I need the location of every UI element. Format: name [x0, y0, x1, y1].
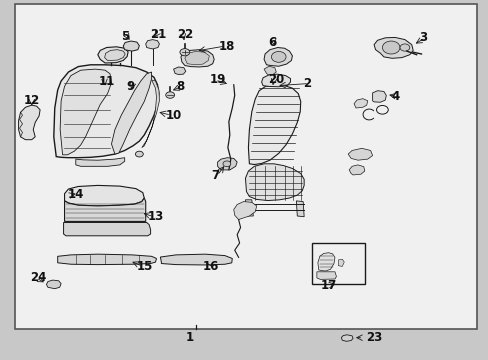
Polygon shape [76, 158, 124, 166]
Text: 14: 14 [67, 188, 83, 201]
Text: 8: 8 [176, 80, 184, 93]
Circle shape [180, 49, 189, 56]
Text: 9: 9 [126, 80, 134, 93]
Circle shape [165, 92, 174, 98]
Polygon shape [19, 105, 40, 140]
Polygon shape [296, 201, 304, 217]
Text: 6: 6 [267, 36, 276, 49]
Text: 10: 10 [165, 109, 181, 122]
Polygon shape [341, 335, 352, 341]
Polygon shape [54, 65, 159, 158]
Text: 12: 12 [23, 94, 40, 107]
Text: 22: 22 [177, 28, 193, 41]
Text: 17: 17 [320, 279, 336, 292]
Polygon shape [264, 66, 276, 75]
Polygon shape [64, 185, 144, 206]
Polygon shape [264, 48, 292, 66]
Polygon shape [353, 99, 367, 108]
Polygon shape [348, 165, 364, 175]
Text: 21: 21 [150, 28, 166, 41]
Text: 13: 13 [147, 210, 163, 223]
Polygon shape [63, 222, 150, 236]
Polygon shape [245, 164, 304, 201]
Text: 16: 16 [203, 260, 219, 273]
Text: 19: 19 [209, 73, 225, 86]
Text: 15: 15 [137, 260, 153, 273]
Polygon shape [338, 259, 344, 266]
Circle shape [271, 51, 285, 62]
Text: 2: 2 [303, 77, 311, 90]
Polygon shape [64, 198, 145, 221]
Circle shape [382, 41, 399, 54]
Circle shape [223, 161, 230, 167]
Polygon shape [181, 50, 214, 67]
Circle shape [135, 151, 143, 157]
Polygon shape [111, 72, 151, 154]
Text: 11: 11 [99, 75, 115, 87]
Polygon shape [217, 158, 237, 170]
Text: 24: 24 [30, 271, 46, 284]
Text: 20: 20 [267, 73, 284, 86]
Polygon shape [142, 80, 159, 148]
Polygon shape [46, 280, 61, 289]
Polygon shape [248, 85, 300, 165]
Polygon shape [160, 254, 232, 265]
Polygon shape [373, 37, 412, 58]
Polygon shape [60, 69, 111, 155]
Polygon shape [347, 148, 372, 160]
Polygon shape [98, 47, 128, 63]
Polygon shape [372, 91, 386, 102]
Text: 7: 7 [211, 169, 219, 182]
Text: 23: 23 [365, 331, 381, 344]
Text: 3: 3 [419, 31, 427, 44]
Polygon shape [123, 41, 139, 51]
Text: 18: 18 [219, 40, 235, 53]
Polygon shape [261, 74, 290, 87]
Text: 4: 4 [390, 90, 399, 103]
Polygon shape [104, 50, 125, 60]
Polygon shape [233, 202, 256, 220]
Polygon shape [317, 253, 334, 271]
Polygon shape [184, 51, 209, 65]
Bar [311, 243, 364, 284]
Polygon shape [58, 254, 156, 265]
Polygon shape [316, 272, 336, 279]
Text: 5: 5 [121, 30, 129, 42]
Polygon shape [145, 40, 159, 49]
Polygon shape [245, 200, 253, 216]
Text: 1: 1 [185, 331, 193, 344]
Circle shape [399, 44, 409, 51]
Polygon shape [173, 67, 185, 75]
